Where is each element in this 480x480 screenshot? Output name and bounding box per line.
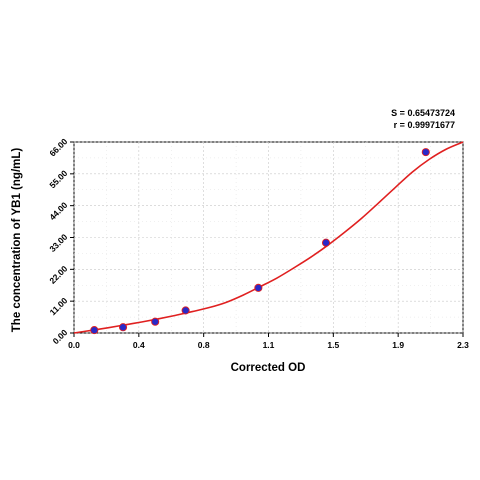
y-tick-label: 0.00 [51,327,70,346]
fit-curve-layer [73,141,464,334]
y-axis-label: The concentration of YB1 (ng/mL) [11,147,23,333]
fit-curve [73,141,464,334]
x-tick-label: 1.1 [263,340,275,350]
s-statistic-value: 0.65473724 [407,108,455,118]
data-point [321,238,331,247]
data-point [90,326,99,335]
x-tick-label: 0.8 [198,340,210,350]
s-statistic: S = 0.65473724 [391,108,455,118]
data-point [254,283,263,292]
y-tick-label: 22.00 [47,263,69,285]
data-point [151,317,160,326]
x-tick-label: 1.9 [392,340,404,350]
y-tick-label: 66.00 [47,136,69,158]
data-point [421,148,430,157]
y-tick-label: 55.00 [47,168,69,190]
y-tick-label: 33.00 [47,232,69,254]
x-tick-label: 1.5 [327,340,339,350]
data-point [118,323,128,332]
r-statistic: r = 0.99971677 [394,120,455,130]
y-tick-label: 44.00 [47,200,69,222]
y-tick-label: 11.00 [48,295,70,317]
data-point [181,306,190,315]
r-statistic-label: r = [393,120,408,130]
x-tick-label: 2.3 [457,340,469,350]
x-tick-label: 0.4 [133,340,145,350]
s-statistic-label: S = [391,108,408,118]
data-points [90,148,430,335]
x-tick-label: 0.0 [68,340,80,350]
r-statistic-value: 0.99971677 [407,120,455,130]
x-axis-label: Corrected OD [230,362,306,374]
